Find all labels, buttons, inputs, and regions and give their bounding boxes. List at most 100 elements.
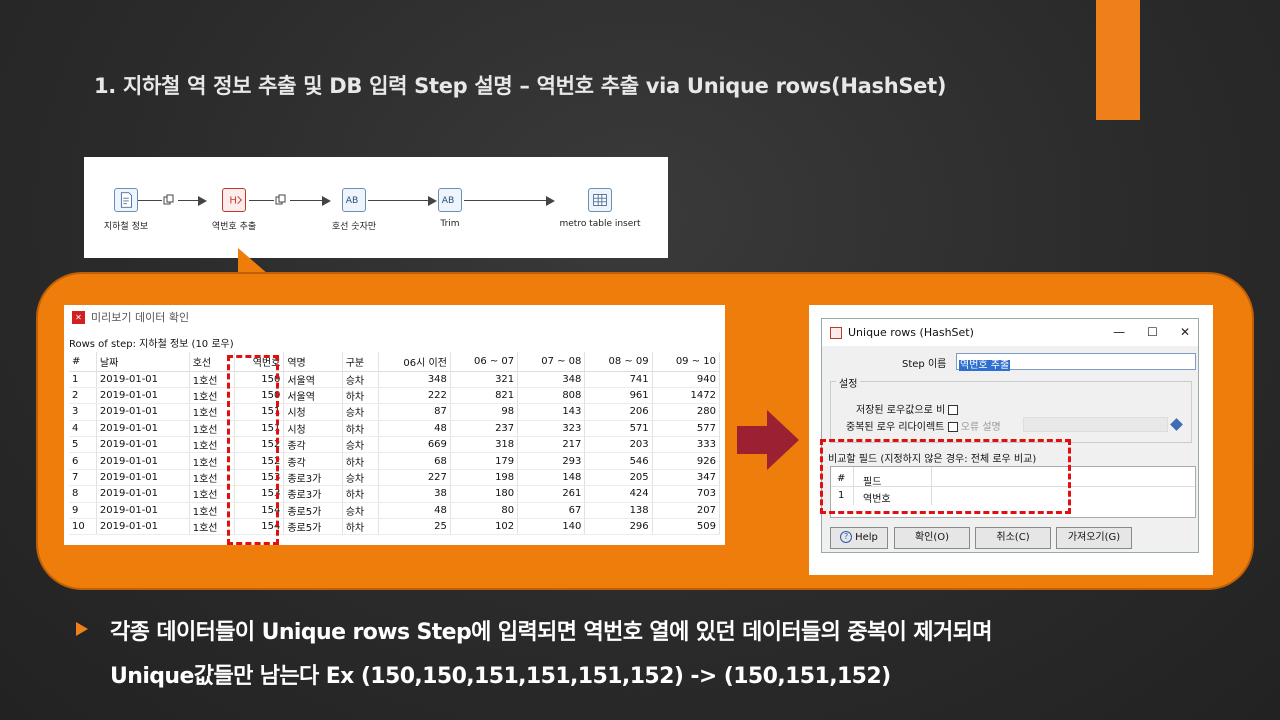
hop-arrow bbox=[322, 196, 331, 206]
hop-line bbox=[464, 200, 546, 201]
table-cell: 138 bbox=[584, 502, 653, 520]
table-cell: 140 bbox=[517, 518, 586, 536]
compare-row-field[interactable]: 역번호 bbox=[863, 494, 891, 505]
flow-node-table-output[interactable] bbox=[588, 188, 612, 212]
unique-rows-dialog: Unique rows (HashSet) — ☐ ✕ Step 이름 역번호 … bbox=[821, 318, 1199, 553]
store-distinct-checkbox[interactable] bbox=[948, 405, 959, 415]
preview-column-header[interactable]: 06 ~ 07 bbox=[450, 352, 519, 372]
table-cell: 8 bbox=[69, 485, 97, 503]
table-cell: 424 bbox=[584, 485, 653, 503]
table-row[interactable]: 8 2019-01-01 1호선 153 종로3가 하차 38 180 261 424 703 bbox=[69, 485, 721, 503]
table-cell: 577 bbox=[652, 420, 721, 438]
table-cell: 261 bbox=[517, 485, 586, 503]
step-name-input[interactable]: 역번호 추출 bbox=[956, 353, 1196, 371]
table-row[interactable]: 6 2019-01-01 1호선 152 종각 하차 68 179 293 546 926 bbox=[69, 452, 721, 470]
preview-column-header[interactable]: 호선 bbox=[189, 352, 235, 372]
table-cell: 1호선 bbox=[189, 387, 235, 405]
table-cell: 151 bbox=[234, 420, 285, 438]
flow-node-label: metro table insert bbox=[559, 219, 641, 229]
table-row[interactable]: 1 2019-01-01 1호선 150 서울역 승차 348 321 348 741 940 bbox=[69, 371, 721, 388]
table-cell: 승차 bbox=[342, 502, 379, 520]
table-cell: 80 bbox=[450, 502, 519, 520]
table-cell: 293 bbox=[517, 452, 586, 470]
table-cell: 1호선 bbox=[189, 518, 235, 536]
replace-string-icon: AB bbox=[346, 195, 359, 206]
preview-column-header[interactable]: # bbox=[69, 352, 97, 372]
table-row[interactable]: 7 2019-01-01 1호선 153 종로3가 승차 227 198 148 205 347 bbox=[69, 469, 721, 487]
text-file-input-icon bbox=[120, 192, 132, 208]
hop-line bbox=[178, 200, 198, 201]
string-operations-icon: AB bbox=[442, 195, 455, 206]
right-arrow-icon bbox=[737, 426, 769, 454]
table-cell: 217 bbox=[517, 436, 586, 454]
callout-tail bbox=[238, 248, 268, 274]
flow-node-label: 역번호 추출 bbox=[211, 222, 257, 232]
flow-node-replace-string[interactable]: AB bbox=[342, 188, 366, 212]
table-output-icon bbox=[593, 194, 607, 206]
table-cell: 206 bbox=[584, 403, 653, 421]
table-row[interactable]: 5 2019-01-01 1호선 152 종각 승차 669 318 217 203 333 bbox=[69, 436, 721, 454]
table-cell: 296 bbox=[584, 518, 653, 536]
flow-node-unique-rows[interactable]: H bbox=[222, 188, 246, 212]
table-cell: 7 bbox=[69, 469, 97, 487]
get-fields-button[interactable]: 가져오기(G) bbox=[1056, 527, 1132, 549]
table-cell: 509 bbox=[652, 518, 721, 536]
table-cell: 1호선 bbox=[189, 371, 235, 388]
close-button[interactable]: ✕ bbox=[1179, 325, 1190, 339]
hop-line bbox=[368, 200, 428, 201]
table-row[interactable]: 10 2019-01-01 1호선 154 종로5가 하차 25 102 140 296 509 bbox=[69, 518, 721, 536]
table-cell: 152 bbox=[234, 452, 285, 470]
table-cell: 1호선 bbox=[189, 452, 235, 470]
table-cell: 348 bbox=[378, 371, 451, 388]
table-cell: 207 bbox=[652, 502, 721, 520]
cancel-button[interactable]: 취소(C) bbox=[975, 527, 1051, 549]
preview-column-header[interactable]: 09 ~ 10 bbox=[652, 352, 721, 372]
table-cell: 571 bbox=[584, 420, 653, 438]
table-cell: 2019-01-01 bbox=[96, 387, 190, 405]
redirect-checkbox[interactable] bbox=[947, 422, 958, 432]
flow-node-text-input[interactable] bbox=[114, 188, 138, 212]
table-cell: 9 bbox=[69, 502, 97, 520]
table-cell: 703 bbox=[652, 485, 721, 503]
flow-node-trim[interactable]: AB bbox=[438, 188, 462, 212]
table-cell: 148 bbox=[517, 469, 586, 487]
svg-text:AB: AB bbox=[346, 195, 359, 206]
table-cell: 198 bbox=[450, 469, 519, 487]
table-cell: 87 bbox=[378, 403, 451, 421]
preview-column-header[interactable]: 06시 이전 bbox=[378, 352, 451, 372]
table-cell: 323 bbox=[517, 420, 586, 438]
table-cell: 153 bbox=[234, 469, 285, 487]
preview-subtitle: Rows of step: 지하철 정보 (10 로우) bbox=[69, 339, 234, 350]
table-cell: 6 bbox=[69, 452, 97, 470]
table-cell: 종로3가 bbox=[283, 469, 343, 487]
error-desc-input[interactable] bbox=[1023, 417, 1168, 432]
preview-column-header[interactable]: 역명 bbox=[283, 352, 343, 372]
preview-column-header[interactable]: 날짜 bbox=[96, 352, 190, 372]
table-cell: 150 bbox=[234, 371, 285, 388]
table-cell: 153 bbox=[234, 485, 285, 503]
table-cell: 1호선 bbox=[189, 420, 235, 438]
preview-column-header[interactable]: 구분 bbox=[342, 352, 379, 372]
table-cell: 1호선 bbox=[189, 469, 235, 487]
table-cell: 2019-01-01 bbox=[96, 469, 190, 487]
minimize-button[interactable]: — bbox=[1113, 325, 1126, 339]
table-row[interactable]: 9 2019-01-01 1호선 154 종로5가 승차 48 80 67 138 207 bbox=[69, 502, 721, 520]
maximize-button[interactable]: ☐ bbox=[1147, 325, 1158, 339]
store-distinct-label: 저장된 로우값으로 비 bbox=[856, 405, 946, 416]
table-row[interactable]: 3 2019-01-01 1호선 151 시청 승차 87 98 143 206 280 bbox=[69, 403, 721, 421]
help-button[interactable]: ? Help bbox=[830, 527, 888, 549]
table-row[interactable]: 4 2019-01-01 1호선 151 시청 하차 48 237 323 571 577 bbox=[69, 420, 721, 438]
table-cell: 2019-01-01 bbox=[96, 502, 190, 520]
table-cell: 227 bbox=[378, 469, 451, 487]
table-cell: 926 bbox=[652, 452, 721, 470]
flow-node-label: 지하철 정보 bbox=[103, 222, 149, 232]
unique-rows-hashset-icon: H bbox=[229, 196, 242, 207]
preview-column-header[interactable]: 07 ~ 08 bbox=[517, 352, 586, 372]
table-cell: 821 bbox=[450, 387, 519, 405]
table-row[interactable]: 2 2019-01-01 1호선 150 서울역 하차 222 821 808 961 1472 bbox=[69, 387, 721, 405]
table-cell: 승차 bbox=[342, 436, 379, 454]
preview-column-header[interactable]: 08 ~ 09 bbox=[584, 352, 653, 372]
ok-button[interactable]: 확인(O) bbox=[894, 527, 970, 549]
table-cell: 서울역 bbox=[283, 371, 343, 388]
table-cell: 승차 bbox=[342, 469, 379, 487]
